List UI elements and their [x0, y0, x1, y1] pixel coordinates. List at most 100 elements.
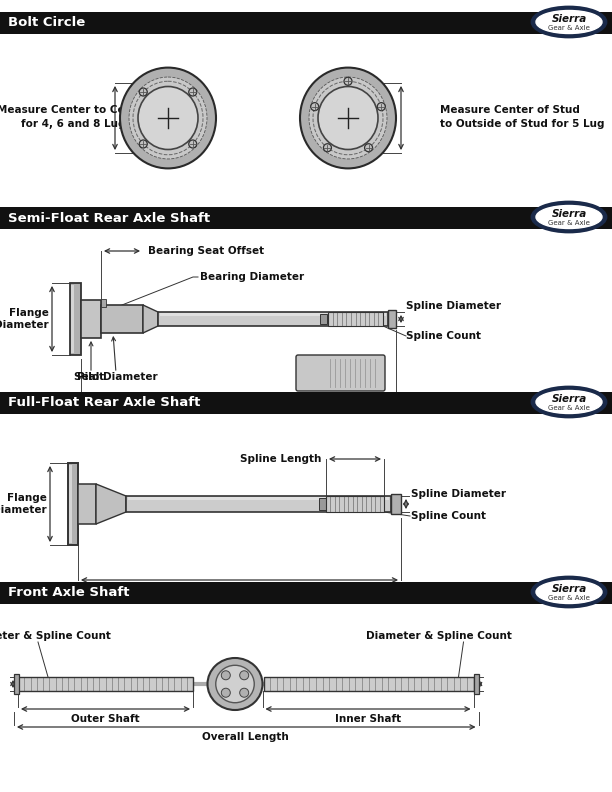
Ellipse shape	[222, 688, 230, 697]
Ellipse shape	[318, 86, 378, 150]
Bar	[81, 300, 101, 338]
Text: Flange: Flange	[7, 493, 47, 503]
Bar	[0, 207, 612, 229]
Ellipse shape	[323, 143, 332, 152]
Bar	[14, 674, 19, 694]
Bar	[101, 299, 106, 307]
Ellipse shape	[532, 577, 606, 607]
Text: Inner Shaft: Inner Shaft	[335, 714, 401, 724]
Text: Style: Style	[299, 374, 329, 384]
Text: Bearing Seat Offset: Bearing Seat Offset	[148, 246, 264, 256]
Text: Axle Shaft Length: Axle Shaft Length	[186, 402, 291, 412]
Ellipse shape	[188, 140, 196, 148]
Text: Bolt Circle: Bolt Circle	[8, 17, 85, 29]
Ellipse shape	[300, 67, 396, 169]
Bar	[71, 285, 74, 353]
Text: Spline Count: Spline Count	[406, 331, 481, 341]
Ellipse shape	[140, 88, 147, 96]
Ellipse shape	[536, 390, 602, 413]
FancyBboxPatch shape	[296, 355, 385, 391]
Bar	[158, 312, 388, 326]
Text: Seal Diameter: Seal Diameter	[74, 372, 158, 382]
Ellipse shape	[188, 88, 196, 96]
Bar	[0, 582, 612, 604]
Bar	[391, 494, 401, 514]
Text: Diameter & Spline Count: Diameter & Spline Count	[365, 631, 512, 641]
Bar	[101, 305, 143, 333]
Ellipse shape	[344, 78, 352, 86]
Text: Spline Length: Spline Length	[240, 454, 321, 464]
Text: C-Clip: C-Clip	[297, 364, 331, 374]
Ellipse shape	[309, 77, 387, 159]
Text: Outer Shaft: Outer Shaft	[71, 714, 140, 724]
Bar	[0, 12, 612, 34]
Ellipse shape	[207, 658, 263, 710]
Ellipse shape	[311, 103, 319, 111]
Text: Gear & Axle: Gear & Axle	[548, 595, 590, 601]
Text: Spline Diameter: Spline Diameter	[411, 489, 506, 499]
Ellipse shape	[216, 665, 254, 703]
Text: Overall Length: Overall Length	[203, 732, 289, 742]
Ellipse shape	[536, 205, 602, 229]
Polygon shape	[143, 305, 158, 333]
Text: Measure Center to Center: Measure Center to Center	[0, 105, 149, 115]
Bar	[18, 677, 193, 691]
Bar	[328, 312, 383, 326]
Text: Diameter: Diameter	[0, 320, 49, 330]
Bar	[68, 463, 78, 545]
Bar	[474, 674, 479, 694]
Bar	[319, 498, 327, 510]
Text: Diameter: Diameter	[0, 505, 47, 515]
Text: Gear & Axle: Gear & Axle	[548, 220, 590, 226]
Ellipse shape	[120, 67, 216, 169]
Text: Diameter & Spline Count: Diameter & Spline Count	[0, 631, 111, 641]
Bar	[160, 313, 386, 316]
Ellipse shape	[365, 143, 373, 152]
Text: Measure Center of Stud: Measure Center of Stud	[440, 105, 580, 115]
Text: Bearing Diameter: Bearing Diameter	[200, 272, 304, 282]
Bar	[18, 677, 193, 691]
Bar	[320, 314, 327, 324]
Ellipse shape	[536, 10, 602, 33]
Text: Flange: Flange	[9, 308, 49, 318]
Bar	[0, 392, 612, 414]
Text: Sierra: Sierra	[551, 209, 587, 219]
Text: to Outside of Stud for 5 Lug: to Outside of Stud for 5 Lug	[440, 119, 605, 129]
Text: Semi-Float Rear Axle Shaft: Semi-Float Rear Axle Shaft	[8, 211, 210, 224]
Polygon shape	[96, 484, 126, 524]
Ellipse shape	[532, 387, 606, 417]
Text: Spline Count: Spline Count	[411, 511, 486, 521]
Ellipse shape	[138, 86, 198, 150]
Bar	[70, 283, 81, 355]
Ellipse shape	[240, 671, 248, 680]
Bar	[128, 497, 389, 500]
Text: Front Axle Shaft: Front Axle Shaft	[8, 587, 130, 600]
Text: Axle Shaft Length: Axle Shaft Length	[187, 585, 292, 595]
Ellipse shape	[129, 77, 207, 159]
Bar	[388, 310, 396, 328]
Text: Spline Diameter: Spline Diameter	[406, 301, 501, 311]
Bar	[78, 484, 96, 524]
Bar	[326, 496, 384, 512]
Text: Pilot: Pilot	[78, 372, 105, 382]
Ellipse shape	[140, 140, 147, 148]
Bar	[126, 496, 391, 512]
Text: Gear & Axle: Gear & Axle	[548, 25, 590, 31]
Bar	[328, 312, 383, 326]
Text: Sierra: Sierra	[551, 584, 587, 594]
Text: Full-Float Rear Axle Shaft: Full-Float Rear Axle Shaft	[8, 397, 200, 409]
Bar	[326, 496, 384, 512]
Text: for 4, 6 and 8 Lug: for 4, 6 and 8 Lug	[21, 119, 125, 129]
Ellipse shape	[532, 202, 606, 232]
Ellipse shape	[377, 103, 386, 111]
Text: Gear & Axle: Gear & Axle	[548, 405, 590, 411]
Ellipse shape	[536, 581, 602, 604]
Bar	[264, 677, 474, 691]
Ellipse shape	[240, 688, 248, 697]
Bar	[264, 677, 474, 691]
Ellipse shape	[532, 7, 606, 37]
Text: Sierra: Sierra	[551, 14, 587, 24]
Text: Sierra: Sierra	[551, 394, 587, 404]
Ellipse shape	[222, 671, 230, 680]
Bar	[69, 465, 72, 543]
